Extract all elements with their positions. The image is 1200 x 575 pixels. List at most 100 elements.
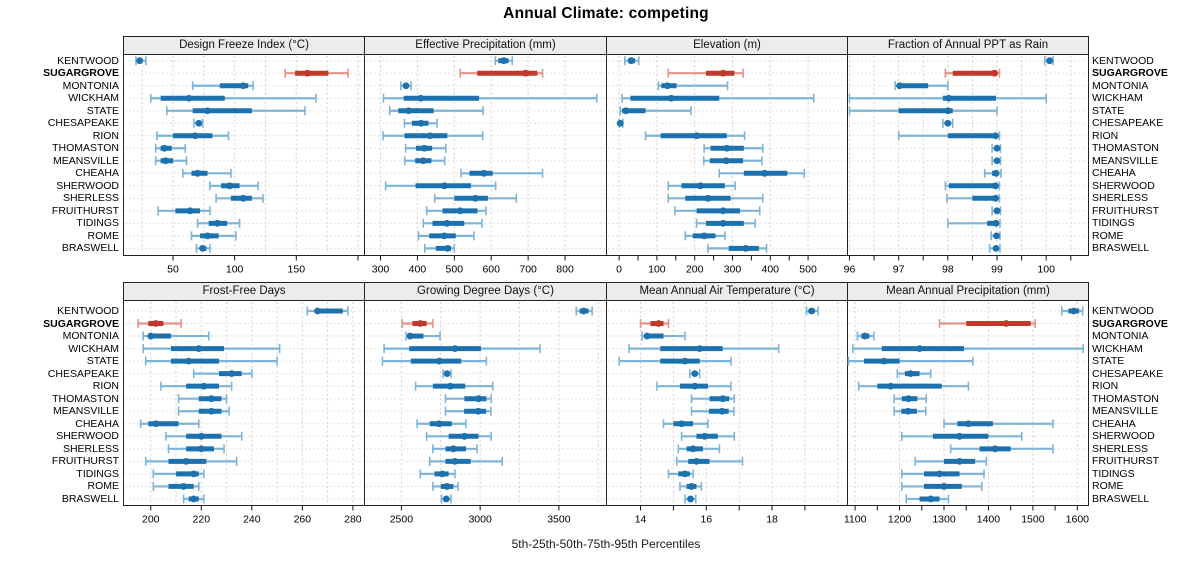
median-dot-sherwood [226, 182, 234, 190]
x-axis-design-freeze-index-c: 50 100 150 [123, 256, 365, 282]
x-axis-fraction-of-annual-ppt-as-rain: 96 97 98 99 100 [844, 256, 1089, 282]
median-dot-braswell [742, 244, 750, 252]
x-axis-canvas: 0 100 200 300 400 500 [616, 256, 817, 276]
median-dot-state [944, 107, 952, 115]
tick-label: 3500 [547, 514, 571, 526]
median-dot-sherless [239, 194, 247, 202]
median-dot-tidings [438, 470, 446, 478]
site-label-left-cheaha: CHEAHA [75, 417, 119, 430]
tick-label: 14 [635, 514, 647, 526]
median-dot-wickham [696, 345, 704, 352]
median-dot-rion [992, 132, 999, 140]
median-dot-chesapeake [443, 370, 451, 378]
median-dot-thomaston [208, 395, 215, 403]
median-dot-kentwood [580, 307, 588, 315]
median-dot-sherless [449, 445, 457, 453]
site-label-right-state: STATE [1092, 355, 1125, 368]
median-dot-montonia [402, 82, 410, 90]
site-label-right-rome: ROME [1092, 229, 1124, 242]
site-label-right-sherless: SHERLESS [1092, 442, 1149, 455]
site-label-right-cheaha: CHEAHA [1092, 167, 1136, 180]
site-label-right-wickham: WICKHAM [1092, 342, 1143, 355]
median-dot-rion [426, 132, 434, 140]
median-dot-wickham [916, 345, 923, 352]
site-label-right-rome: ROME [1092, 480, 1124, 493]
tick-label: 2500 [390, 514, 414, 526]
median-dot-state [435, 357, 443, 365]
tick-label: 100 [1037, 264, 1055, 276]
median-dot-thomaston [723, 144, 731, 152]
median-dot-kentwood [136, 57, 144, 65]
tick-label: 300 [724, 264, 742, 276]
tick-label: 1600 [1066, 514, 1090, 526]
site-label-right-fruithurst: FRUITHURST [1092, 204, 1160, 217]
tick-label: 700 [519, 264, 537, 276]
site-label-right-fruithurst: FRUITHURST [1092, 455, 1160, 468]
median-dot-rion [691, 382, 699, 390]
site-label-left-state: STATE [86, 104, 119, 117]
median-dot-sugargrove [991, 69, 998, 77]
tick-label: 400 [409, 264, 427, 276]
median-dot-thomaston [475, 395, 482, 403]
median-dot-sugargrove [1002, 320, 1010, 327]
median-dot-state [405, 107, 412, 115]
median-dot-sherwood [197, 432, 205, 440]
panel-canvas-elevation-m [608, 56, 846, 254]
panel-canvas-mean-annual-precipitation-mm [847, 302, 1087, 504]
median-dot-tidings [719, 219, 727, 227]
site-label-left-wickham: WICKHAM [68, 342, 119, 355]
site-label-left-meansville: MEANSVILLE [53, 405, 119, 418]
tick-label: 800 [556, 264, 574, 276]
median-dot-tidings [443, 219, 451, 227]
median-dot-chesapeake [195, 119, 203, 127]
median-dot-rion [191, 132, 199, 140]
median-dot-montonia [861, 332, 869, 340]
tick-label: 150 [288, 264, 306, 276]
tick-label: 500 [446, 264, 464, 276]
tick-label: 16 [700, 514, 712, 526]
median-dot-sherwood [956, 432, 963, 440]
x-axis-frost-free-days: 200 220 240 260 280 [123, 506, 365, 532]
median-dot-thomaston [719, 395, 727, 403]
percentile-caption: 5th-25th-50th-75th-95th Percentiles [511, 537, 701, 551]
panel-strip-mean-annual-air-temperature: Mean Annual Air Temperature (°C) [606, 282, 848, 301]
tick-label: 1100 [844, 514, 867, 526]
panel-design-freeze-index-c [123, 54, 365, 256]
site-label-right-rion: RION [1092, 129, 1119, 142]
median-dot-tidings [681, 470, 689, 478]
median-dot-meansville [904, 407, 912, 415]
tick-label: 500 [799, 264, 817, 276]
median-dot-kentwood [627, 57, 635, 65]
panel-frost-free-days [123, 300, 365, 506]
median-dot-cheaha [761, 169, 769, 177]
site-label-right-meansville: MEANSVILLE [1092, 154, 1158, 167]
site-label-left-sherwood: SHERWOOD [56, 179, 119, 192]
panel-strip-mean-annual-precipitation: Mean Annual Precipitation (mm) [847, 282, 1089, 301]
x-axis-canvas: 50 100 150 [167, 256, 359, 276]
median-dot-chesapeake [907, 370, 915, 378]
site-label-right-tidings: TIDINGS [1092, 467, 1135, 480]
site-label-left-sugargrove: SUGARGROVE [43, 317, 119, 330]
site-label-left-braswell: BRASWELL [61, 242, 119, 255]
median-dot-chesapeake [228, 370, 236, 378]
median-dot-wickham [185, 94, 193, 102]
median-dot-braswell [992, 244, 1000, 252]
panel-growing-degree-days-c [364, 300, 607, 506]
median-dot-cheaha [435, 420, 443, 428]
median-dot-meansville [718, 407, 726, 415]
median-dot-braswell [444, 244, 452, 252]
site-label-right-sugargrove: SUGARGROVE [1092, 67, 1168, 80]
median-dot-kentwood [500, 57, 508, 65]
tick-label: 220 [193, 514, 211, 526]
median-dot-sherwood [460, 432, 468, 440]
x-axis-mean-annual-precipitation-mm: 1100 1200 1300 1400 1500 1600 [844, 506, 1090, 532]
tick-label: 3000 [468, 514, 492, 526]
site-label-left-kentwood: KENTWOOD [57, 54, 119, 67]
median-dot-fruithurst [993, 207, 1001, 215]
median-dot-rome [940, 483, 948, 490]
median-dot-tidings [936, 470, 943, 478]
site-label-left-braswell: BRASWELL [61, 492, 119, 505]
median-dot-meansville [722, 157, 730, 165]
panel-elevation-m [606, 54, 848, 256]
